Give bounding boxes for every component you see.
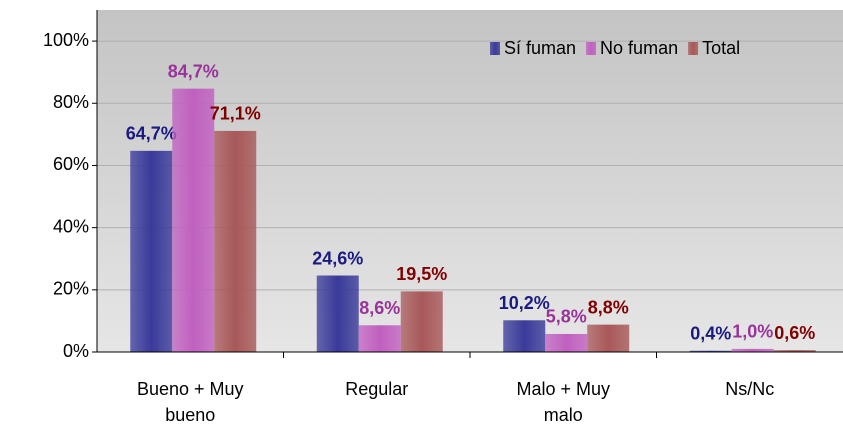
legend-label: Total [702,38,740,58]
legend-swatch [586,42,597,55]
value-label: 84,7% [168,61,219,81]
y-tick-label: 40% [53,216,89,236]
bar [689,350,732,352]
value-label: 0,6% [774,323,815,343]
y-tick-label: 100% [43,30,89,50]
value-label: 5,8% [546,307,587,327]
bar [358,325,401,352]
value-label: 71,1% [210,104,261,124]
y-tick-label: 80% [53,92,89,112]
bar [400,291,443,352]
value-label: 64,7% [126,124,177,144]
value-label: 24,6% [312,248,363,268]
x-tick-label: Bueno + Muy bueno [136,379,244,425]
value-label: 19,5% [396,264,447,284]
bar [130,150,173,352]
bar [503,320,546,352]
legend-label: Sí fuman [504,38,576,58]
y-tick-label: 20% [53,279,89,299]
value-label: 1,0% [732,322,773,342]
legend-swatch [688,42,699,55]
bar [545,333,588,352]
x-tick-label: Ns/Nc [725,379,775,399]
bar [214,130,257,352]
value-label: 10,2% [499,293,550,313]
bar [773,350,816,352]
value-label: 0,4% [690,324,731,344]
x-tick-label: Regular [345,379,409,399]
y-tick-label: 0% [63,341,89,361]
bar [587,324,630,352]
bar [731,348,774,352]
bar [316,275,359,352]
legend-label: No fuman [600,38,678,58]
value-label: 8,8% [588,297,629,317]
x-tick-label: Malo + Muy malo [516,379,611,425]
y-tick-label: 60% [53,154,89,174]
legend-swatch [490,42,500,55]
value-label: 8,6% [359,298,400,318]
bar [172,88,215,352]
